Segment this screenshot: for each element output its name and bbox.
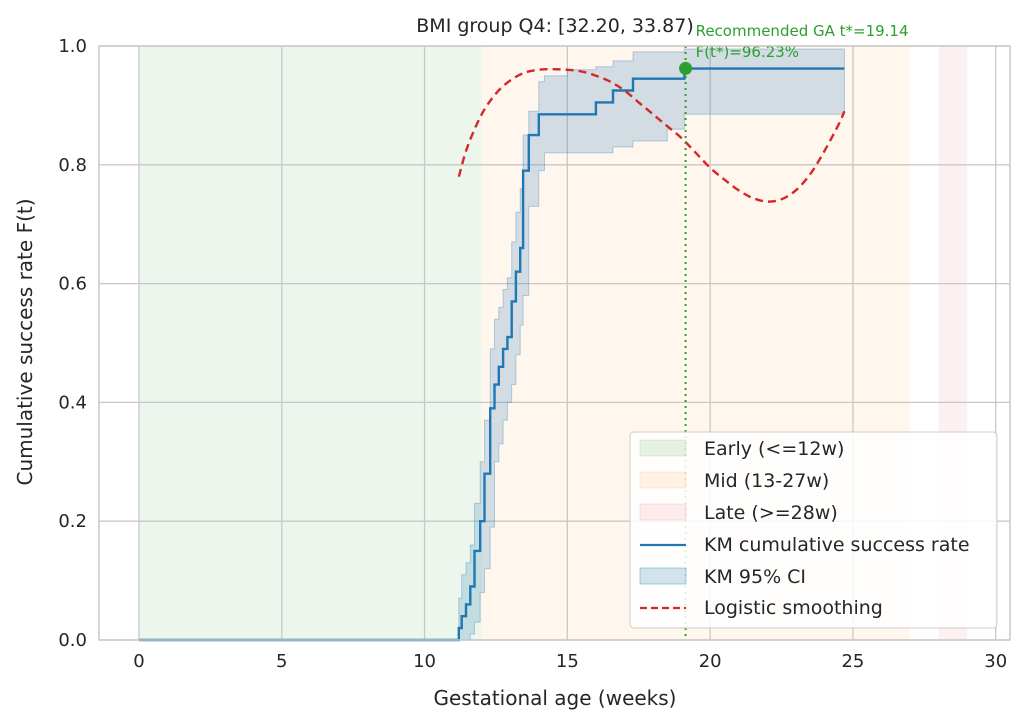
x-tick-label: 20 (699, 651, 722, 672)
x-tick-label: 0 (133, 651, 144, 672)
recommended-ga-point (679, 61, 693, 75)
legend-swatch-early (639, 439, 687, 457)
x-tick-label: 30 (984, 651, 1007, 672)
recommended-ga-label: Recommended GA t*=19.14 (696, 22, 909, 40)
x-tick-label: 15 (556, 651, 579, 672)
km-ci-band (458, 48, 845, 641)
y-tick-label: 0.8 (58, 155, 87, 176)
y-tick-label: 0.0 (58, 630, 87, 651)
y-tick-label: 0.6 (58, 274, 87, 295)
recommended-marker-layer: Recommended GA t*=19.14 F(t*)=96.23% (679, 22, 909, 640)
y-tick-label: 1.0 (58, 36, 87, 57)
y-axis-label: Cumulative success rate F(t) (13, 198, 37, 485)
x-tick-label: 25 (841, 651, 864, 672)
chart-title: BMI group Q4: [32.20, 33.87) (416, 15, 693, 37)
legend-swatch-mid (639, 471, 687, 489)
km-survival-line (139, 67, 845, 642)
region-band-early (138, 46, 482, 640)
legend-label-smoothing: Logistic smoothing (704, 597, 883, 619)
legend-label-early: Early (<=12w) (704, 438, 844, 460)
logistic-smoothing-line (457, 67, 846, 203)
plot-frame (98, 45, 1011, 641)
tick-labels: 0 5 10 15 20 25 30 0.0 0.2 0.4 0.6 0.8 1.0 (58, 36, 1007, 672)
smoothing-line-layer (457, 67, 846, 203)
legend-label-ci: KM 95% CI (704, 566, 806, 588)
legend-label-mid: Mid (13-27w) (704, 470, 829, 492)
legend: Early (<=12w) Mid (13-27w) Late (>=28w) … (629, 431, 998, 629)
x-tick-label: 10 (413, 651, 436, 672)
x-tick-label: 5 (276, 651, 287, 672)
legend-swatch-late (639, 503, 687, 521)
recommended-ga-value-label: F(t*)=96.23% (696, 43, 799, 61)
x-axis-label: Gestational age (weeks) (434, 686, 677, 710)
ci-band-layer (458, 48, 845, 641)
legend-box (629, 431, 998, 629)
legend-swatch-ci (639, 567, 687, 585)
y-tick-label: 0.2 (58, 511, 87, 532)
legend-label-late: Late (>=28w) (704, 502, 838, 524)
y-tick-label: 0.4 (58, 392, 87, 413)
km-line-layer (139, 67, 845, 642)
legend-label-km: KM cumulative success rate (704, 534, 970, 556)
